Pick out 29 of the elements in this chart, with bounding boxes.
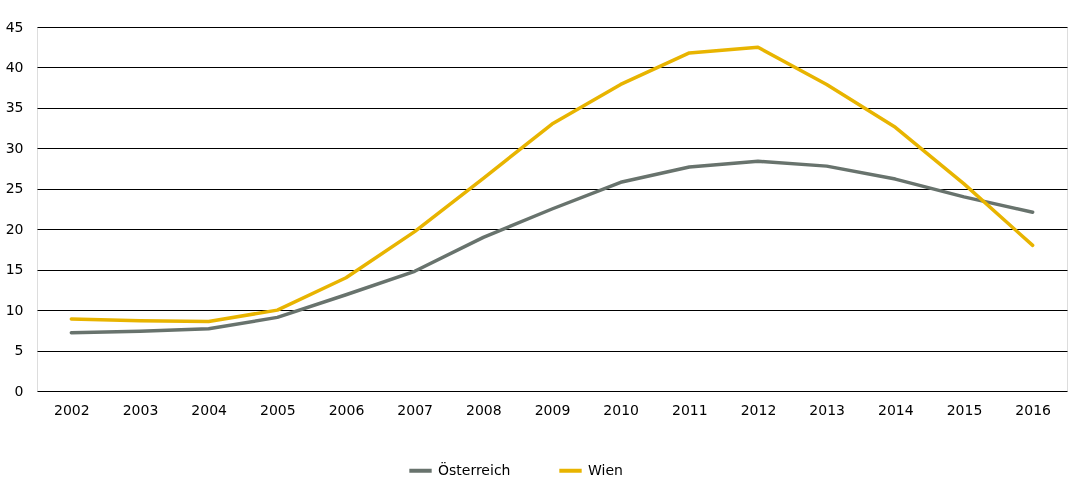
legend-label: Wien [588, 461, 623, 478]
x-tick-label: 2011 [672, 401, 708, 418]
x-tick-label: 2015 [946, 401, 983, 418]
x-tick-label: 2012 [740, 401, 777, 418]
x-tick-label: 2016 [1015, 401, 1052, 418]
x-tick-label: 2005 [260, 401, 296, 418]
legend-label: Österreich [438, 460, 511, 478]
y-tick-label: 45 [5, 18, 24, 35]
x-tick-label: 2009 [534, 401, 571, 418]
x-tick-label: 2002 [54, 401, 90, 418]
x-tick-label: 2008 [466, 401, 502, 418]
x-tick-label: 2006 [328, 401, 365, 418]
x-tick-label: 2007 [397, 401, 433, 418]
y-tick-label: 25 [5, 180, 24, 197]
x-tick-label: 2013 [809, 401, 845, 418]
y-tick-label: 5 [14, 342, 24, 359]
x-tick-label: 2003 [122, 401, 159, 418]
x-tick-label: 2014 [878, 401, 914, 418]
x-tick-label: 2010 [603, 401, 639, 418]
y-tick-label: 20 [5, 220, 24, 237]
y-tick-label: 40 [5, 58, 24, 75]
y-tick-label: 35 [5, 99, 24, 116]
y-tick-label: 15 [5, 261, 24, 278]
line-series [69, 45, 1035, 324]
line-series [69, 159, 1035, 335]
x-tick-label: 2004 [191, 401, 228, 418]
y-tick-label: 0 [14, 382, 24, 399]
y-tick-label: 30 [5, 139, 24, 156]
y-tick-label: 10 [5, 301, 24, 318]
